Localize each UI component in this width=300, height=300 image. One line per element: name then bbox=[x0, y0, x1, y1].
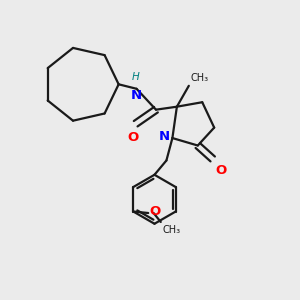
Text: CH₃: CH₃ bbox=[162, 225, 180, 235]
Text: H: H bbox=[132, 72, 140, 82]
Text: O: O bbox=[128, 131, 139, 144]
Text: O: O bbox=[150, 205, 161, 218]
Text: O: O bbox=[215, 164, 226, 177]
Text: N: N bbox=[159, 130, 170, 143]
Text: CH₃: CH₃ bbox=[190, 74, 208, 83]
Text: N: N bbox=[131, 89, 142, 102]
